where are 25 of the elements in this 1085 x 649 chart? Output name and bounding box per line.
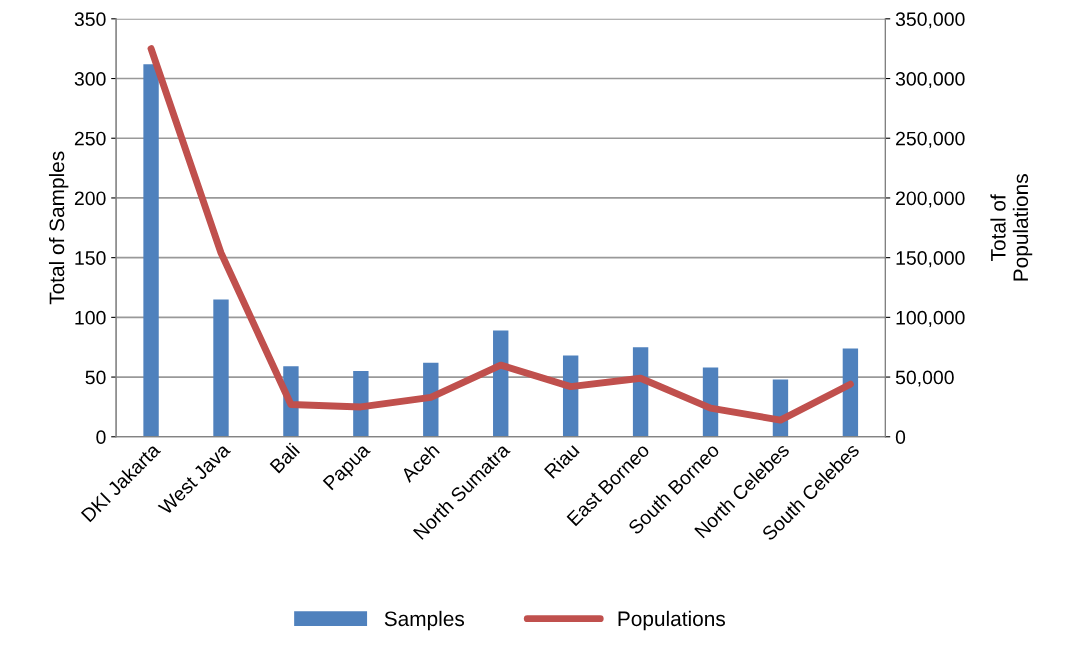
- y-tick-label: 100: [75, 310, 106, 325]
- bar: [213, 299, 229, 437]
- y2-tick-label: 250,000: [896, 131, 965, 148]
- y-tick-label: 150: [75, 251, 106, 265]
- y2-tick-label: 100,000: [896, 310, 965, 327]
- y-tick-label: 350: [74, 12, 106, 27]
- bar: [143, 64, 159, 437]
- bar: [493, 330, 509, 437]
- y-tick-label: 50: [85, 370, 106, 385]
- y2-tick-label: 200,000: [896, 191, 965, 208]
- y2-axis-title: Total of Populations: [990, 174, 1033, 281]
- legend-label: Samples: [384, 610, 465, 631]
- y-tick-label: 300: [74, 72, 106, 86]
- y2-tick-label: 350,000: [895, 12, 965, 29]
- y2-tick-label: 150,000: [896, 251, 965, 268]
- y-axis-title: Total of Samples: [48, 151, 69, 305]
- bar: [842, 348, 859, 437]
- y2-tick-label: 300,000: [895, 72, 965, 89]
- legend-label: Populations: [618, 610, 725, 631]
- x-tick-label: Bali: [269, 442, 301, 474]
- y-tick-label: 200: [74, 191, 106, 206]
- y-tick-label: 250: [74, 131, 106, 146]
- y2-tick-label: 50,000: [895, 370, 954, 387]
- y2-tick-label: 0: [895, 430, 906, 445]
- y-tick-label: 0: [96, 430, 106, 445]
